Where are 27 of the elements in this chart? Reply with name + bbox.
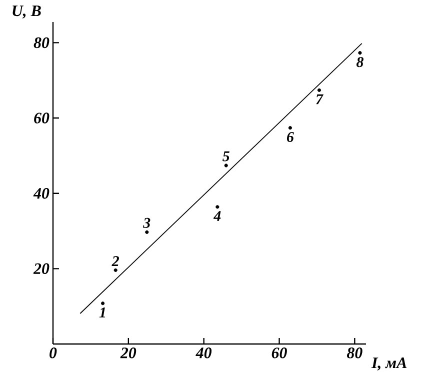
- point: [114, 268, 118, 272]
- point: [288, 126, 292, 130]
- x-tick-label: 20: [120, 348, 136, 358]
- annotation: 7: [316, 94, 324, 104]
- x-tick-label: 0: [50, 348, 57, 358]
- point: [224, 164, 228, 168]
- y-axis-title: U, В: [12, 6, 41, 18]
- annotation: 2: [112, 256, 119, 266]
- point: [216, 205, 220, 209]
- x-tick-label: 40: [196, 348, 212, 358]
- point: [100, 302, 105, 306]
- annotation: 8: [356, 57, 364, 68]
- y-tick-label: 80: [34, 37, 50, 48]
- point: [317, 88, 322, 92]
- x-tick-label: 80: [346, 348, 362, 358]
- y-tick-label: 60: [34, 112, 50, 124]
- annotation: 1: [99, 308, 105, 318]
- y-tick-label: 20: [33, 263, 50, 274]
- x-axis-title: I, мА: [371, 358, 407, 370]
- x-tick-label: 60: [272, 348, 287, 358]
- point: [358, 51, 362, 55]
- point: [145, 230, 149, 234]
- annotation: 3: [143, 218, 150, 228]
- annotation: 4: [213, 211, 221, 221]
- annotation: 6: [286, 132, 294, 142]
- y-tick-label: 40: [33, 188, 50, 199]
- annotation: 5: [222, 151, 230, 162]
